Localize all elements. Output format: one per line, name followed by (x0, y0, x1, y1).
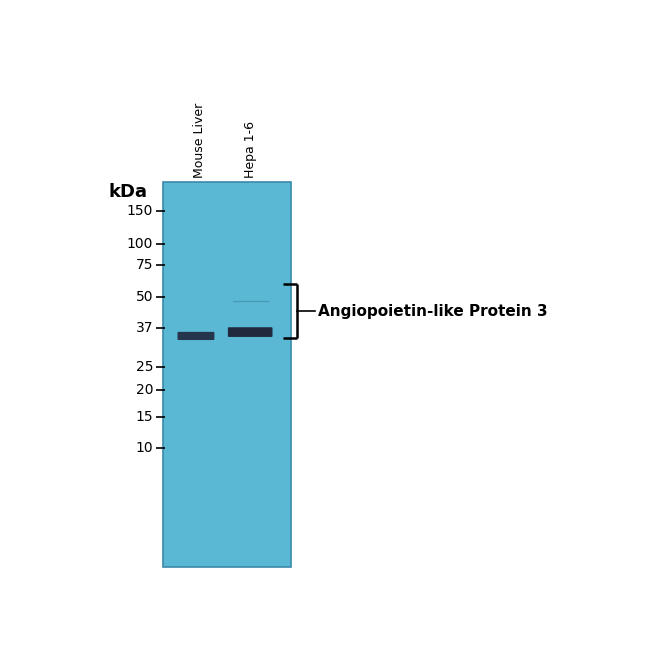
Text: Hepa 1-6: Hepa 1-6 (244, 121, 257, 178)
Text: 20: 20 (136, 383, 153, 397)
FancyBboxPatch shape (162, 182, 291, 567)
Text: 150: 150 (127, 204, 153, 218)
Text: kDa: kDa (109, 183, 148, 201)
Text: 10: 10 (135, 441, 153, 454)
Text: 50: 50 (136, 291, 153, 304)
FancyBboxPatch shape (177, 332, 214, 340)
Text: 37: 37 (136, 321, 153, 335)
Text: 75: 75 (136, 258, 153, 272)
FancyBboxPatch shape (228, 327, 272, 337)
Text: 15: 15 (135, 410, 153, 424)
Text: 100: 100 (127, 237, 153, 250)
Text: Mouse Liver: Mouse Liver (192, 103, 205, 178)
Text: Angiopoietin-like Protein 3: Angiopoietin-like Protein 3 (318, 304, 547, 318)
Text: 25: 25 (136, 359, 153, 374)
